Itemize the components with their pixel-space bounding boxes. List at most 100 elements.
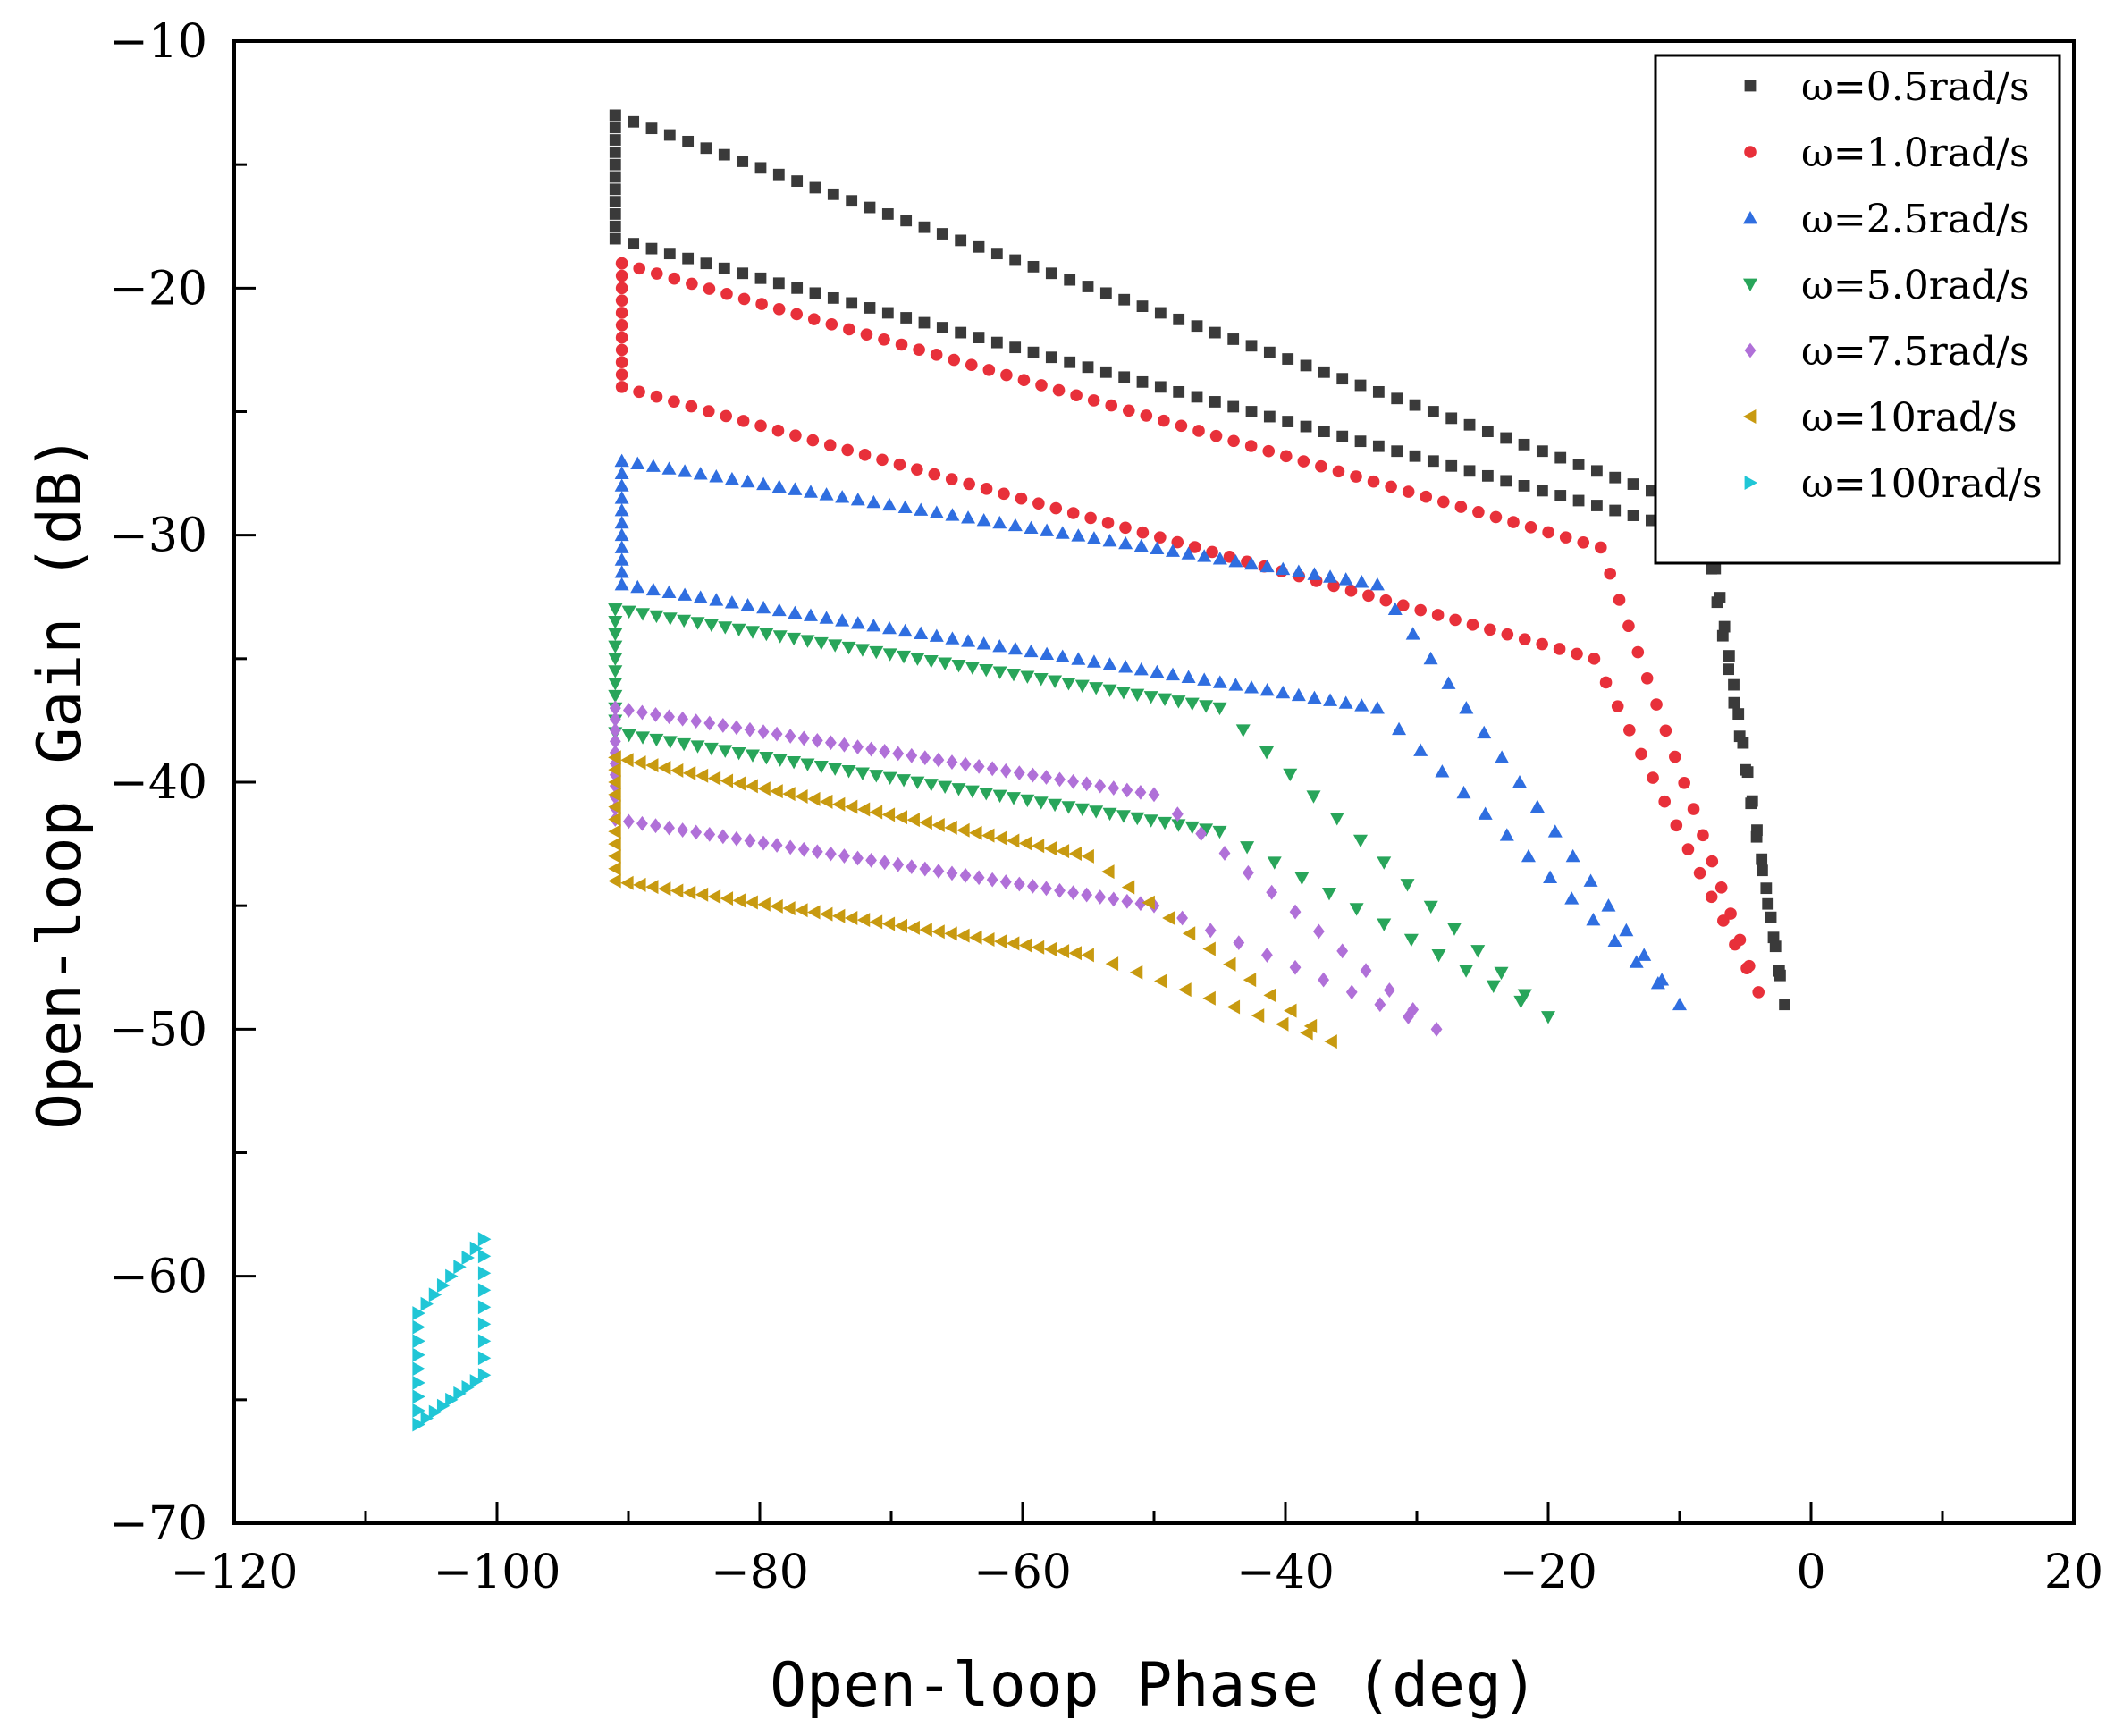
data-point: [609, 146, 621, 158]
data-point: [645, 758, 659, 773]
data-point: [608, 824, 621, 839]
data-point: [1779, 999, 1790, 1011]
data-point: [608, 812, 621, 827]
data-point: [1477, 725, 1492, 739]
data-point: [1338, 695, 1353, 709]
data-point: [1089, 682, 1104, 695]
data-point: [1102, 684, 1117, 698]
data-point: [1202, 990, 1216, 1006]
data-point: [1074, 679, 1090, 693]
data-point: [1027, 260, 1040, 273]
data-point: [1697, 829, 1709, 842]
data-point: [1536, 637, 1548, 651]
data-point: [1403, 1009, 1414, 1024]
data-point: [1267, 856, 1282, 870]
data-point: [693, 467, 708, 480]
data-point: [720, 287, 733, 300]
data-point: [906, 813, 920, 828]
x-tick-label: −80: [711, 1546, 809, 1599]
data-point: [1202, 941, 1216, 956]
data-point: [615, 381, 628, 393]
data-point: [811, 844, 823, 860]
data-point: [1607, 933, 1622, 948]
data-point: [986, 761, 998, 777]
data-point: [1082, 281, 1094, 292]
data-point: [649, 610, 664, 624]
data-point: [869, 770, 884, 783]
data-point: [1323, 569, 1338, 583]
data-point: [649, 733, 664, 747]
data-point: [992, 789, 1007, 804]
data-point: [1385, 480, 1397, 493]
data-point: [1627, 478, 1639, 490]
data-point: [1518, 438, 1530, 451]
data-point: [609, 722, 621, 738]
data-point: [615, 331, 628, 344]
legend-marker: [1744, 146, 1757, 158]
data-point: [881, 307, 894, 319]
data-point: [1045, 351, 1057, 364]
data-point: [636, 608, 651, 621]
data-point: [1623, 723, 1636, 737]
data-point: [1590, 465, 1603, 477]
data-point: [824, 735, 837, 751]
data-point: [609, 109, 621, 122]
data-point: [990, 336, 1003, 349]
data-point: [850, 616, 865, 629]
data-point: [1064, 274, 1076, 286]
data-point: [757, 835, 770, 851]
data-point: [622, 813, 635, 830]
data-point: [608, 689, 623, 704]
data-point: [1391, 392, 1403, 405]
legend-label: ω=1.0rad/s: [1801, 131, 2030, 176]
data-point: [841, 443, 854, 457]
data-point: [477, 1317, 492, 1332]
data-point: [1427, 406, 1439, 417]
data-point: [819, 611, 834, 624]
data-point: [1018, 938, 1032, 953]
data-point: [609, 134, 621, 146]
data-point: [1024, 520, 1039, 535]
data-point: [807, 791, 821, 806]
data-point: [608, 653, 623, 666]
data-point: [720, 409, 732, 423]
legend-label: ω=5.0rad/s: [1801, 263, 2030, 308]
data-point: [841, 765, 856, 779]
data-point: [1400, 879, 1415, 892]
data-point: [1693, 866, 1706, 880]
data-point: [686, 277, 698, 291]
data-point: [1228, 554, 1243, 568]
data-point: [1338, 572, 1353, 586]
data-point: [412, 1319, 425, 1335]
data-point: [732, 776, 746, 791]
data-point: [614, 503, 629, 517]
data-point: [772, 302, 786, 316]
data-point: [1244, 680, 1259, 694]
data-point: [615, 269, 628, 282]
data-point: [645, 582, 661, 596]
data-point: [693, 590, 708, 603]
data-point: [1481, 469, 1494, 482]
data-point: [1154, 531, 1167, 544]
data-point: [428, 1404, 442, 1420]
x-axis-title: Open-loop Phase (deg): [770, 1650, 1538, 1721]
data-point: [1336, 430, 1349, 442]
data-point: [1500, 432, 1512, 444]
data-point: [720, 891, 734, 906]
data-point: [1481, 426, 1494, 438]
data-point: [811, 732, 823, 748]
data-point: [1148, 787, 1160, 803]
y-tick-label: −30: [109, 510, 207, 563]
data-point: [1197, 672, 1212, 686]
series-2: [614, 453, 1687, 1011]
data-point: [1367, 475, 1380, 488]
data-point: [1105, 399, 1118, 412]
data-point: [1191, 391, 1203, 403]
data-point: [1300, 359, 1312, 372]
data-point: [1294, 872, 1310, 886]
data-point: [614, 540, 629, 553]
data-point: [795, 788, 808, 804]
data-point: [1714, 881, 1728, 894]
data-point: [882, 497, 897, 511]
